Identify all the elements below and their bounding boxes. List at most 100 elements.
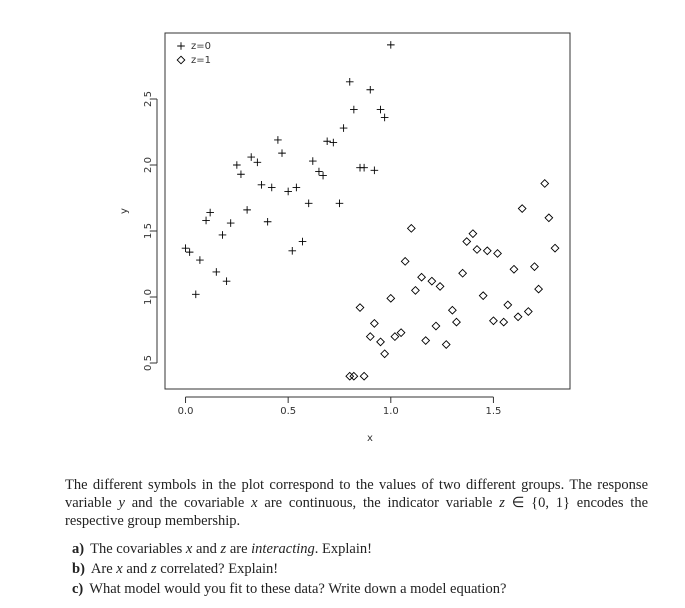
plot-frame <box>164 32 571 390</box>
point <box>493 249 502 258</box>
point <box>191 290 200 299</box>
point <box>350 105 358 114</box>
legend-label: z=1 <box>191 55 211 66</box>
point <box>370 166 379 175</box>
point <box>410 285 420 295</box>
text: What model would you fit to these data? … <box>89 581 507 597</box>
point <box>237 170 245 179</box>
point <box>509 264 519 274</box>
point <box>435 282 445 291</box>
questions: a) The covariables x and z are interactin… <box>72 540 648 600</box>
point <box>226 219 235 227</box>
math: x <box>116 561 123 577</box>
y-tick-label: 0.5 <box>143 355 154 371</box>
text: The different symbols in the plot corres… <box>65 477 648 511</box>
point <box>503 300 513 310</box>
y-tick-label: 1.0 <box>143 289 154 305</box>
point <box>517 204 527 213</box>
point <box>319 171 327 180</box>
text: The covariables <box>90 541 186 557</box>
point <box>380 113 389 122</box>
point <box>181 244 190 252</box>
legend-label: z=0 <box>191 41 211 52</box>
point <box>355 303 365 312</box>
point <box>292 183 301 192</box>
y-tick-label: 1.5 <box>143 223 154 239</box>
point <box>185 248 194 256</box>
point <box>478 291 488 301</box>
point <box>376 105 385 114</box>
point <box>206 208 214 217</box>
point <box>202 216 210 225</box>
point <box>482 246 492 256</box>
y-tick-label: 2.0 <box>143 157 154 173</box>
point <box>458 268 468 278</box>
point <box>544 213 554 223</box>
point <box>257 180 266 189</box>
point <box>400 256 410 266</box>
text: and <box>122 561 151 577</box>
math: x <box>185 541 193 557</box>
point <box>396 328 406 338</box>
point <box>196 256 204 264</box>
point <box>263 217 272 226</box>
point <box>369 318 379 328</box>
point <box>222 277 231 285</box>
x-tick-label: 1.0 <box>383 406 399 417</box>
point <box>359 371 369 381</box>
point <box>233 161 241 169</box>
text: correlated? Explain! <box>156 561 279 577</box>
point <box>284 187 292 196</box>
point <box>298 237 307 246</box>
point <box>243 206 251 214</box>
point <box>288 246 297 255</box>
point <box>218 231 227 239</box>
point <box>431 321 441 331</box>
point <box>315 167 323 176</box>
point <box>329 138 338 147</box>
emphasis: interacting <box>251 541 315 557</box>
point <box>376 337 385 347</box>
point <box>513 312 523 322</box>
point <box>499 317 509 327</box>
question: a) The covariables x and z are interactin… <box>72 540 648 558</box>
point <box>386 293 396 303</box>
math: z <box>220 541 227 557</box>
point <box>345 78 354 86</box>
point <box>339 124 348 132</box>
point <box>253 158 262 167</box>
point <box>360 163 368 172</box>
point <box>406 223 416 233</box>
point <box>488 316 498 326</box>
point <box>278 149 286 157</box>
point <box>386 41 395 49</box>
point <box>365 332 375 342</box>
paragraph: The different symbols in the plot corres… <box>65 476 648 530</box>
point <box>427 276 437 286</box>
chart: x y 0.0 0.5 1.0 1.5 0.5 1.0 1.5 2.0 2.5 z=0 z=1 <box>119 32 571 444</box>
point <box>472 245 482 254</box>
x-tick-label: 1.5 <box>485 406 501 417</box>
point <box>267 183 276 192</box>
y-tick-label: 2.5 <box>143 91 154 107</box>
text: Are <box>90 561 117 577</box>
x-axis-label: x <box>367 433 373 444</box>
question: c) What model would you fit to these data… <box>72 580 648 598</box>
point <box>530 262 539 272</box>
legend-marker <box>177 42 185 50</box>
question: b) Are x and z correlated? Explain! <box>72 560 648 578</box>
legend-marker <box>176 55 186 65</box>
text: and <box>192 541 221 557</box>
point <box>462 237 472 246</box>
math: z <box>150 561 157 577</box>
x-tick-label: 0.5 <box>280 406 296 417</box>
point <box>212 268 221 276</box>
text: are continuous, the indicator variable <box>257 495 500 511</box>
point <box>323 137 331 146</box>
text: ∈ {0, 1} encodes the respective group me… <box>65 495 649 529</box>
point <box>335 199 344 208</box>
math: x <box>251 495 258 511</box>
question-label: c) <box>72 581 84 597</box>
point <box>441 340 451 349</box>
